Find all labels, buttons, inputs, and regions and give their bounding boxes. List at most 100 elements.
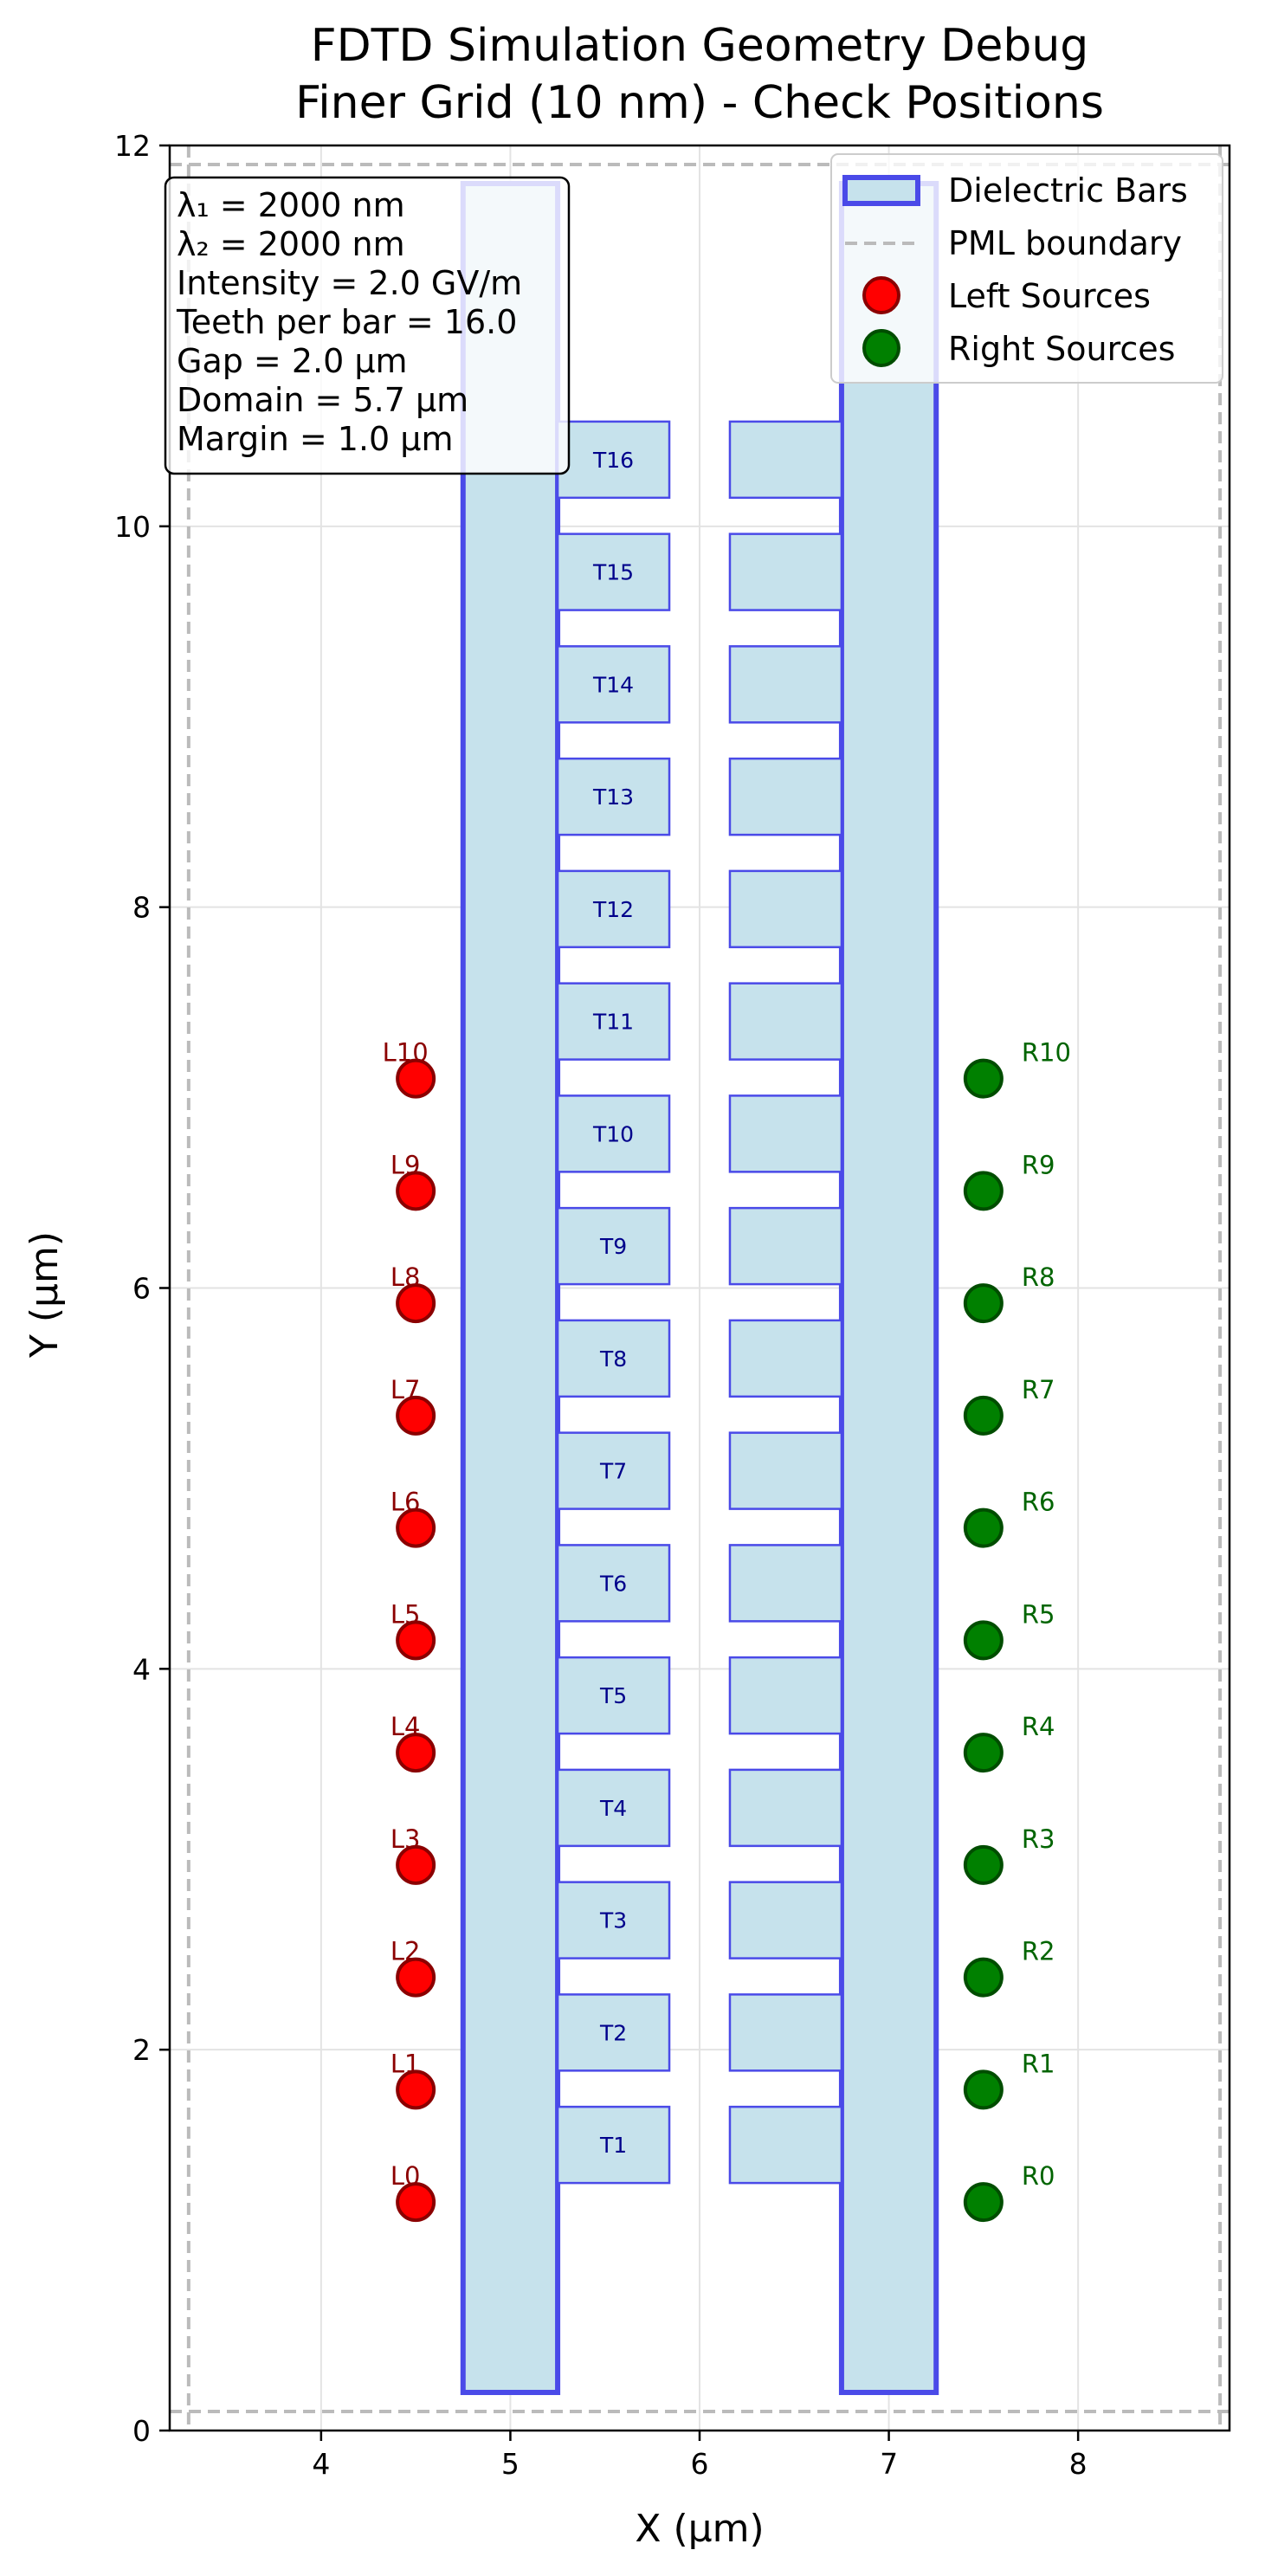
left-source-label: L5 — [390, 1599, 421, 1629]
left-source-label: L1 — [390, 2049, 421, 2078]
left-source-label: L9 — [390, 1150, 421, 1179]
left-source-marker — [396, 1733, 436, 1773]
right-source-marker — [963, 1283, 1004, 1324]
right-source-label: R2 — [1022, 1937, 1055, 1966]
tooth-left — [556, 1206, 671, 1286]
tooth-left — [556, 1431, 671, 1510]
tooth-right — [728, 1768, 843, 1848]
y-tick-label: 8 — [132, 891, 151, 925]
right-source-marker — [963, 2069, 1004, 2110]
tooth-right — [728, 1206, 843, 1286]
right-source-marker — [963, 1733, 1004, 1773]
tooth-right — [728, 645, 843, 724]
right-source-marker — [963, 1171, 1004, 1211]
tooth-left — [556, 2105, 671, 2185]
tooth-label: T4 — [599, 1796, 627, 1821]
tooth-left — [556, 1881, 671, 1959]
chart-title: FDTD Simulation Geometry Debug — [311, 20, 1089, 72]
chart-subtitle: Finer Grid (10 nm) - Check Positions — [295, 77, 1104, 129]
left-source-marker — [396, 2182, 436, 2223]
info-intensity: Intensity = 2.0 GV/m — [177, 264, 522, 302]
info-domain: Domain = 5.7 μm — [177, 381, 468, 419]
parameter-info-box: λ₁ = 2000 nm λ₂ = 2000 nm Intensity = 2.… — [164, 176, 571, 475]
right-source-label: R1 — [1022, 2049, 1055, 2078]
right-source-marker — [963, 1957, 1004, 1998]
left-source-marker — [396, 1395, 436, 1436]
left-source-label: L8 — [390, 1262, 421, 1292]
tooth-right — [728, 1993, 843, 2072]
tooth-right — [728, 1544, 843, 1623]
tooth-label: T15 — [592, 560, 634, 585]
legend-label-right: Right Sources — [948, 330, 1175, 368]
dielectric-bar-left — [460, 180, 561, 2396]
tooth-right — [728, 1881, 843, 1959]
tooth-left — [556, 645, 671, 724]
right-source-marker — [963, 1844, 1004, 1885]
left-source-marker — [396, 1620, 436, 1661]
x-tick-label: 8 — [1069, 2447, 1088, 2481]
tooth-left — [556, 1319, 671, 1398]
y-tick-label: 0 — [132, 2414, 151, 2448]
tooth-right — [728, 869, 843, 949]
tooth-label: T2 — [599, 2020, 627, 2045]
legend-right-marker — [862, 329, 900, 367]
axis-ticks: 4 5 6 7 8 0 2 4 6 8 10 12 — [114, 129, 1088, 2481]
tooth-left — [556, 869, 671, 949]
legend-label-left: Left Sources — [948, 277, 1151, 315]
legend-frame — [830, 153, 1223, 384]
tooth-left — [556, 1768, 671, 1848]
tooth-label: T1 — [599, 2133, 627, 2158]
legend-label-bars: Dielectric Bars — [948, 171, 1188, 210]
x-tick-label: 4 — [312, 2447, 330, 2481]
tooth-right — [728, 757, 843, 836]
tooth-right — [728, 1319, 843, 1398]
right-source-label: R7 — [1022, 1375, 1055, 1404]
left-source-label: L7 — [390, 1375, 421, 1404]
tooth-label: T8 — [599, 1346, 627, 1372]
info-box-frame — [164, 176, 571, 475]
right-source-marker — [963, 1508, 1004, 1548]
info-wavelength-2: λ₂ = 2000 nm — [177, 225, 405, 263]
tooth-label: T10 — [592, 1121, 634, 1146]
right-source-label: R6 — [1022, 1488, 1055, 1517]
tooth-left — [556, 757, 671, 836]
x-axis-label: X (μm) — [635, 2507, 764, 2551]
x-tick-label: 6 — [691, 2447, 709, 2481]
info-wavelength-1: λ₁ = 2000 nm — [177, 186, 405, 224]
x-tick-label: 7 — [880, 2447, 898, 2481]
legend-label-pml: PML boundary — [948, 224, 1182, 262]
tooth-left — [556, 982, 671, 1061]
right-source-marker — [963, 1058, 1004, 1099]
right-source-marker — [963, 1620, 1004, 1661]
right-source-label: R8 — [1022, 1262, 1055, 1292]
tooth-right — [728, 1094, 843, 1173]
tooth-left — [556, 1993, 671, 2072]
tooth-label: T13 — [592, 784, 634, 810]
left-source-marker — [396, 1508, 436, 1548]
left-source-label: L0 — [390, 2161, 421, 2191]
left-source-label: L4 — [390, 1712, 421, 1741]
tooth-label: T5 — [599, 1683, 627, 1708]
y-tick-label: 2 — [132, 2033, 151, 2067]
tooth-right — [728, 1656, 843, 1735]
tooth-left — [556, 420, 671, 500]
tooth-right — [728, 2105, 843, 2185]
tooth-label: T9 — [599, 1234, 627, 1259]
info-margin: Margin = 1.0 μm — [177, 420, 454, 458]
y-tick-label: 10 — [114, 510, 151, 544]
tooth-right — [728, 533, 843, 611]
tooth-left — [556, 1656, 671, 1735]
y-tick-label: 6 — [132, 1272, 151, 1306]
legend-left-marker — [862, 276, 900, 314]
tooth-label: T3 — [599, 1908, 627, 1934]
tooth-label: T6 — [599, 1571, 627, 1596]
left-source-label: L2 — [390, 1937, 421, 1966]
right-source-label: R10 — [1022, 1038, 1071, 1068]
tooth-right — [728, 1431, 843, 1510]
info-gap: Gap = 2.0 μm — [177, 342, 408, 380]
right-source-label: R5 — [1022, 1599, 1055, 1629]
left-source-marker — [396, 1283, 436, 1324]
left-source-marker — [396, 1844, 436, 1885]
